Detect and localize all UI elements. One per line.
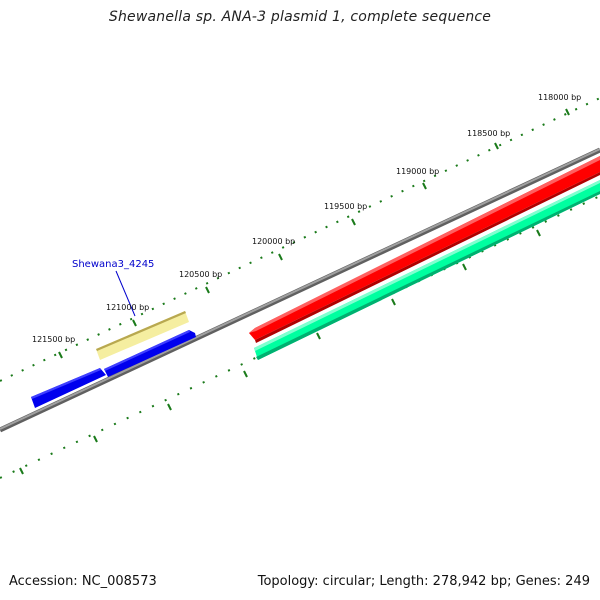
gene-blue-lower[interactable] xyxy=(31,368,106,408)
gene-green-reverse[interactable] xyxy=(254,180,600,360)
gene-red-forward[interactable] xyxy=(249,156,600,343)
gene-blue-upper[interactable] xyxy=(104,330,196,377)
inner-major-ticks xyxy=(19,229,541,475)
outer-major-ticks xyxy=(58,108,570,359)
sequence-backbone xyxy=(0,147,600,433)
tick-label-120500: 120500 bp xyxy=(179,270,222,279)
tick-label-121500: 121500 bp xyxy=(32,335,75,344)
tick-label-118500: 118500 bp xyxy=(467,129,510,138)
outer-tick-ring xyxy=(0,97,600,382)
tick-label-121000: 121000 bp xyxy=(106,303,149,312)
gene-label-shewana3-4245[interactable]: Shewana3_4245 xyxy=(72,259,154,270)
tick-label-119000: 119000 bp xyxy=(396,167,439,176)
summary-text: Topology: circular; Length: 278,942 bp; … xyxy=(257,574,590,589)
map-title: Shewanella sp. ANA-3 plasmid 1, complete… xyxy=(108,9,492,25)
tick-label-119500: 119500 bp xyxy=(324,202,367,211)
accession-text: Accession: NC_008573 xyxy=(9,574,157,589)
gene-label-connector xyxy=(115,270,136,317)
tick-label-120000: 120000 bp xyxy=(252,237,295,246)
highlight-region[interactable] xyxy=(96,311,189,360)
tick-label-118000: 118000 bp xyxy=(538,93,581,102)
